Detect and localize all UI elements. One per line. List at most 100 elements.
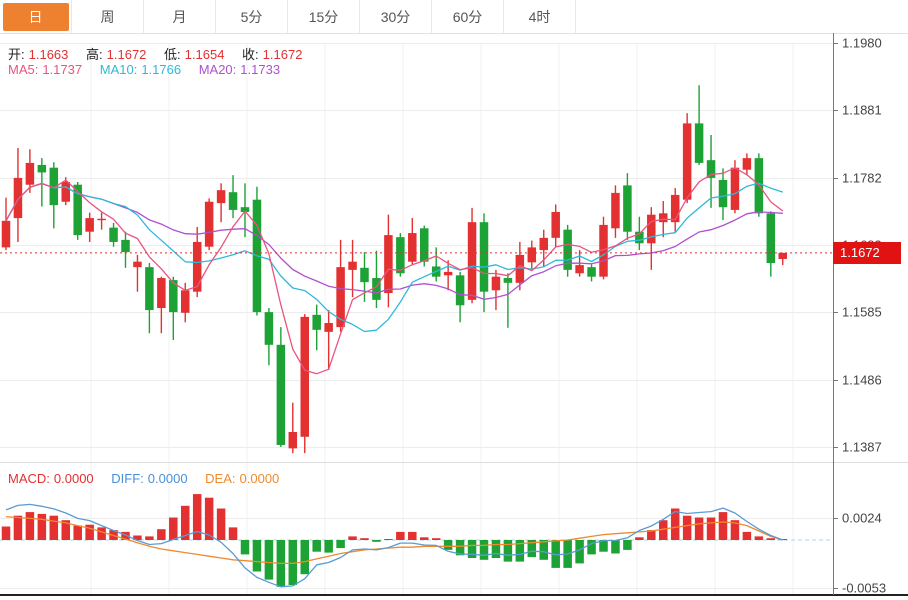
macd-bar <box>192 494 202 540</box>
candle-body <box>623 185 632 232</box>
macd-bar <box>312 540 321 552</box>
candle-body <box>396 237 405 274</box>
tab-5min[interactable]: 5分 <box>216 0 288 33</box>
candle-body <box>37 164 47 173</box>
macd-bar <box>384 539 393 540</box>
candle-body <box>599 224 608 277</box>
close-value: 1.1672 <box>262 47 303 62</box>
tab-label-5min: 5分 <box>240 8 263 25</box>
macd-axis-label: 0.0024 <box>842 511 882 526</box>
candle-body <box>240 207 250 212</box>
macd-bar <box>431 538 441 540</box>
tab-week[interactable]: 周 <box>72 0 144 33</box>
macd-bar <box>49 515 59 540</box>
ma10-line <box>5 182 784 333</box>
macd-bar <box>575 540 584 564</box>
ohlc-legend: 开: 1.1663 高: 1.1672 低: 1.1654 收: 1.1672 <box>8 44 306 63</box>
candle-body <box>611 192 620 229</box>
candle-body <box>216 190 226 204</box>
candle-body <box>718 179 728 208</box>
candle-body <box>133 261 142 268</box>
candle-body <box>742 158 752 170</box>
ma5-line <box>5 167 784 375</box>
candle-body <box>109 227 118 242</box>
macd-bar <box>718 512 728 540</box>
macd-bar <box>324 540 333 553</box>
candle-body <box>300 316 309 437</box>
macd-bar <box>264 540 274 580</box>
macd-bar <box>623 540 632 550</box>
candle-body <box>312 314 321 330</box>
macd-bar <box>228 527 238 540</box>
candle-body <box>647 214 656 244</box>
open-label: 开: <box>8 47 25 62</box>
ma20-label: MA20: <box>198 62 237 77</box>
diff-value: 0.0000 <box>147 471 188 486</box>
candle-body <box>97 218 106 221</box>
candle-body <box>420 228 429 262</box>
candle-body <box>336 267 345 328</box>
macd-bar <box>647 530 656 540</box>
candle-body <box>61 181 70 202</box>
tab-label-60min: 60分 <box>452 8 483 25</box>
macd-bar <box>1 526 11 540</box>
high-label: 高: <box>86 47 103 62</box>
macd-bar <box>682 515 692 540</box>
tab-day[interactable]: 日 <box>0 0 72 33</box>
tab-15min[interactable]: 15分 <box>288 0 360 33</box>
candle-body <box>192 241 202 292</box>
candle-body <box>25 162 35 185</box>
candle-body <box>324 323 333 332</box>
candle-body <box>682 123 692 200</box>
low-value: 1.1654 <box>184 47 225 62</box>
tab-month[interactable]: 月 <box>144 0 216 33</box>
candle-body <box>670 194 680 223</box>
candle-body <box>455 275 465 306</box>
macd-bar <box>670 508 680 540</box>
candle-body <box>563 229 572 270</box>
candle-body <box>1 220 11 248</box>
close-label: 收: <box>242 47 259 62</box>
ma20-value: 1.1733 <box>240 62 281 77</box>
y-axis-label: 1.1585 <box>842 305 882 320</box>
macd-bar <box>372 540 381 542</box>
macd-bar <box>145 536 154 540</box>
macd-bar <box>240 540 250 555</box>
macd-bar <box>360 538 369 540</box>
candle-body <box>503 278 513 283</box>
candle-body <box>13 177 23 219</box>
y-axis-label: 1.1387 <box>842 440 882 455</box>
macd-bar <box>181 505 190 540</box>
macd-bar <box>97 527 106 540</box>
tab-60min[interactable]: 60分 <box>432 0 504 33</box>
candle-body <box>145 267 154 311</box>
candle-body <box>575 265 584 274</box>
candle-body <box>348 261 357 270</box>
macd-bar <box>133 535 142 540</box>
macd-bar <box>348 536 357 540</box>
candle-body <box>778 252 787 259</box>
macd-value: 0.0000 <box>53 471 94 486</box>
macd-label: MACD: <box>8 471 50 486</box>
diff-label: DIFF: <box>111 471 144 486</box>
current-price-badge: 1.1672 <box>833 241 901 264</box>
macd-bar <box>396 531 405 540</box>
ma-legend: MA5: 1.1737 MA10: 1.1766 MA20: 1.1733 <box>8 62 284 77</box>
candle-body <box>527 247 537 263</box>
candle-body <box>360 267 369 283</box>
macd-bar <box>659 520 668 540</box>
macd-bar <box>479 540 489 560</box>
tab-30min[interactable]: 30分 <box>360 0 432 33</box>
macd-bar <box>252 540 262 572</box>
y-axis-label: 1.1980 <box>842 36 882 51</box>
tab-label-day: 日 <box>2 2 69 31</box>
candle-body <box>515 254 525 283</box>
tab-4hour[interactable]: 4时 <box>504 0 576 33</box>
dea-value: 0.0000 <box>239 471 280 486</box>
candle-body <box>121 239 130 253</box>
candle-body <box>264 312 274 345</box>
candle-body <box>73 184 82 236</box>
candle-body <box>276 344 286 445</box>
tab-label-15min: 15分 <box>308 8 339 25</box>
